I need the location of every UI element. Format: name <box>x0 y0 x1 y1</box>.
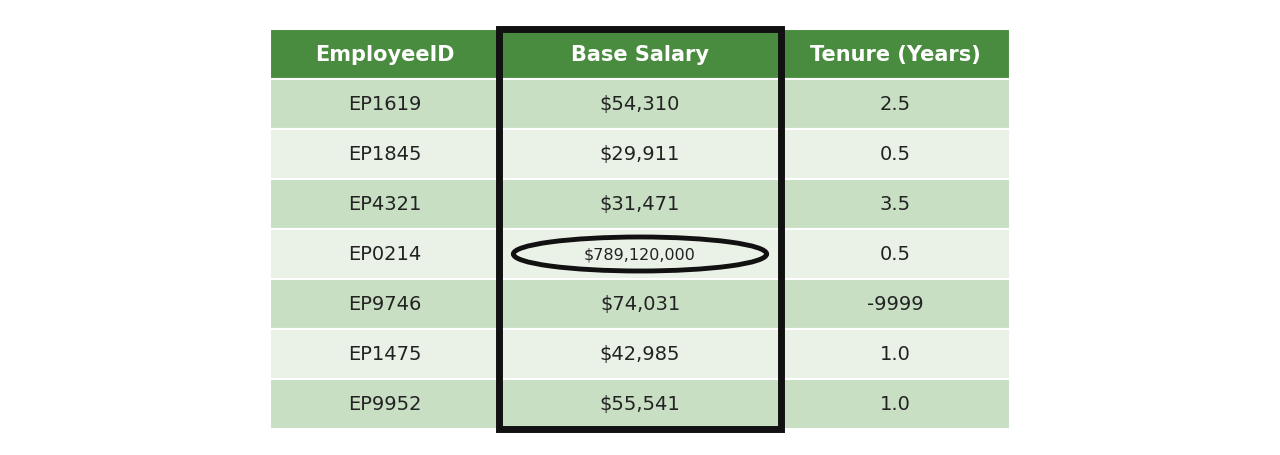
Text: -9999: -9999 <box>867 295 924 314</box>
FancyBboxPatch shape <box>781 379 1010 429</box>
Text: 0.5: 0.5 <box>879 245 911 264</box>
Text: 1.0: 1.0 <box>879 394 911 414</box>
Text: $42,985: $42,985 <box>600 345 680 364</box>
Text: $74,031: $74,031 <box>600 295 680 314</box>
FancyBboxPatch shape <box>270 130 499 180</box>
FancyBboxPatch shape <box>270 279 499 329</box>
Text: EP4321: EP4321 <box>348 195 421 214</box>
Text: EmployeeID: EmployeeID <box>315 45 454 65</box>
Text: EP1475: EP1475 <box>348 345 421 364</box>
FancyBboxPatch shape <box>781 80 1010 130</box>
Text: $54,310: $54,310 <box>600 95 680 114</box>
FancyBboxPatch shape <box>499 379 781 429</box>
FancyBboxPatch shape <box>499 130 781 180</box>
Text: $789,120,000: $789,120,000 <box>584 247 696 262</box>
FancyBboxPatch shape <box>270 180 499 229</box>
Text: Tenure (Years): Tenure (Years) <box>810 45 980 65</box>
FancyBboxPatch shape <box>781 180 1010 229</box>
Text: $31,471: $31,471 <box>600 195 680 214</box>
FancyBboxPatch shape <box>499 279 781 329</box>
FancyBboxPatch shape <box>781 229 1010 279</box>
FancyBboxPatch shape <box>499 329 781 379</box>
Text: EP1845: EP1845 <box>348 145 421 164</box>
Text: 0.5: 0.5 <box>879 145 911 164</box>
FancyBboxPatch shape <box>781 30 1010 80</box>
FancyBboxPatch shape <box>499 30 781 80</box>
Text: Base Salary: Base Salary <box>571 45 709 65</box>
Text: EP9746: EP9746 <box>348 295 421 314</box>
FancyBboxPatch shape <box>270 379 499 429</box>
FancyBboxPatch shape <box>781 279 1010 329</box>
FancyBboxPatch shape <box>781 130 1010 180</box>
FancyBboxPatch shape <box>270 329 499 379</box>
FancyBboxPatch shape <box>270 229 499 279</box>
Text: 3.5: 3.5 <box>879 195 911 214</box>
Text: $55,541: $55,541 <box>599 394 681 414</box>
FancyBboxPatch shape <box>781 329 1010 379</box>
Text: EP1619: EP1619 <box>348 95 421 114</box>
FancyBboxPatch shape <box>499 229 781 279</box>
Text: EP9952: EP9952 <box>348 394 421 414</box>
FancyBboxPatch shape <box>499 80 781 130</box>
Text: $29,911: $29,911 <box>600 145 680 164</box>
Text: EP0214: EP0214 <box>348 245 421 264</box>
Text: 1.0: 1.0 <box>879 345 911 364</box>
Text: 2.5: 2.5 <box>879 95 911 114</box>
FancyBboxPatch shape <box>270 30 499 80</box>
FancyBboxPatch shape <box>270 80 499 130</box>
FancyBboxPatch shape <box>499 180 781 229</box>
